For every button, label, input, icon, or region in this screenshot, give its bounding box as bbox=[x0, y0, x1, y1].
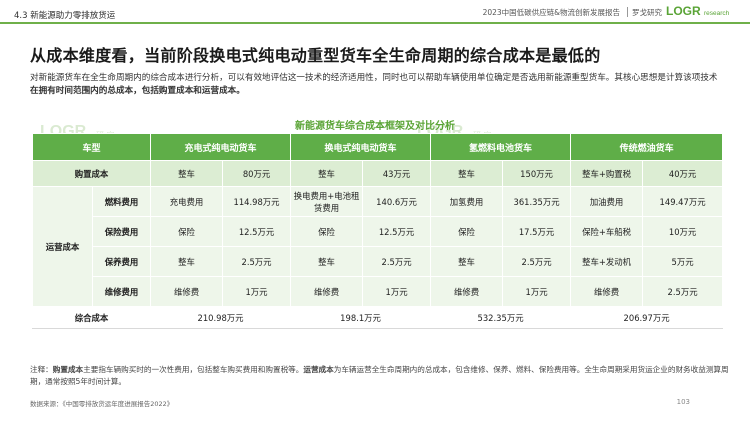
cell-value: 2.5万元 bbox=[502, 246, 572, 277]
note-ops-text: 为车辆运营全生命周期内的总成本，包含维修、保养、燃料、保险费用等。全生命周期采用… bbox=[30, 365, 729, 386]
cell-value: 1万元 bbox=[502, 276, 572, 307]
intro-paragraph: 对新能源货车在全生命周期内的综合成本进行分析，可以有效地评估这一技术的经济适用性… bbox=[30, 72, 720, 98]
footnote: 注释：购置成本主要指车辆购买时的一次性费用，包括整车购买费用和购置税等。运营成本… bbox=[30, 364, 730, 388]
cell-item: 维修费 bbox=[430, 276, 504, 307]
cell-value: 114.98万元 bbox=[222, 186, 292, 217]
table-row-repair: 维修费用 维修费 1万元 维修费 1万元 维修费 1万元 维修费 2.5万元 bbox=[33, 276, 724, 307]
cell-total: 206.97万元 bbox=[570, 306, 724, 329]
note-purchase-text: 主要指车辆购买时的一次性费用，包括整车购买费用和购置税等。 bbox=[83, 365, 304, 374]
cell-item: 整车 bbox=[290, 246, 364, 277]
cell-item: 加油费用 bbox=[570, 186, 644, 217]
cell-item: 整车 bbox=[430, 246, 504, 277]
page-headline: 从成本维度看，当前阶段换电式纯电动重型货车全生命周期的综合成本是最低的 bbox=[30, 46, 601, 65]
cell-value: 12.5万元 bbox=[222, 216, 292, 247]
table-row-purchase: 购置成本 整车 80万元 整车 43万元 整车 150万元 整车+购置税 40万… bbox=[31, 160, 724, 187]
cell-value: 1万元 bbox=[362, 276, 432, 307]
cell-item: 充电费用 bbox=[150, 186, 224, 217]
cell-value: 361.35万元 bbox=[502, 186, 572, 217]
note-purchase-term: 购置成本 bbox=[52, 365, 84, 374]
cell-value: 5万元 bbox=[642, 246, 724, 277]
report-title: 2023中国低碳供应链&物流创新发展报告 bbox=[482, 8, 620, 17]
cell-item: 整车 bbox=[430, 160, 504, 187]
cell-item: 换电费用+电池租赁费用 bbox=[290, 186, 364, 217]
cell-item: 维修费 bbox=[150, 276, 224, 307]
page-number: 103 bbox=[676, 398, 690, 406]
cell-value: 149.47万元 bbox=[642, 186, 724, 217]
cell-item: 维修费 bbox=[290, 276, 364, 307]
cell-item: 维修费 bbox=[570, 276, 644, 307]
cell-value: 43万元 bbox=[362, 160, 432, 187]
cell-value: 1万元 bbox=[222, 276, 292, 307]
cell-item: 保险 bbox=[290, 216, 364, 247]
cost-comparison-table: 车型 充电式纯电动货车 换电式纯电动货车 氢燃料电池货车 传统燃油货车 购置成本… bbox=[31, 133, 724, 329]
cell-value: 80万元 bbox=[222, 160, 292, 187]
row-sublabel: 保养费用 bbox=[91, 246, 152, 277]
row-sublabel: 燃料费用 bbox=[91, 186, 152, 217]
cell-item: 保险 bbox=[430, 216, 504, 247]
table-row-total: 综合成本 210.98万元 198.1万元 532.35万元 206.97万元 bbox=[31, 306, 724, 329]
logo-text: LOGR bbox=[666, 4, 701, 18]
cell-item: 整车 bbox=[150, 160, 224, 187]
cell-total: 210.98万元 bbox=[150, 306, 292, 329]
table-row-fuel-cost: 运营成本 燃料费用 充电费用 114.98万元 换电费用+电池租赁费用 140.… bbox=[32, 186, 724, 307]
row-sublabel: 保险费用 bbox=[91, 216, 152, 247]
header-fuel: 传统燃油货车 bbox=[570, 133, 724, 161]
cell-item: 保险 bbox=[150, 216, 224, 247]
cell-value: 2.5万元 bbox=[362, 246, 432, 277]
cell-total: 532.35万元 bbox=[430, 306, 572, 329]
header-charging-ev: 充电式纯电动货车 bbox=[150, 133, 292, 161]
logr-logo: LOGR research bbox=[666, 4, 730, 18]
row-label-purchase: 购置成本 bbox=[31, 160, 152, 187]
header-divider bbox=[627, 7, 628, 17]
cell-value: 2.5万元 bbox=[222, 246, 292, 277]
intro-bold-text: 在拥有时间范围内的总成本，包括购置成本和运营成本。 bbox=[30, 86, 245, 96]
header-hydrogen: 氢燃料电池货车 bbox=[430, 133, 572, 161]
cell-item: 整车 bbox=[290, 160, 364, 187]
row-sublabel: 维修费用 bbox=[91, 276, 152, 307]
cell-item: 保险+车船税 bbox=[570, 216, 644, 247]
table-header-row: 车型 充电式纯电动货车 换电式纯电动货车 氢燃料电池货车 传统燃油货车 bbox=[31, 133, 724, 161]
table-row-insurance: 保险费用 保险 12.5万元 保险 12.5万元 保险 17.5万元 保险+车船… bbox=[33, 216, 724, 247]
section-label: 4.3 新能源助力零排放货运 bbox=[14, 11, 116, 21]
data-source: 数据来源：《中国零排放货运年度进展报告2022》 bbox=[30, 400, 174, 408]
cell-item: 整车 bbox=[150, 246, 224, 277]
header-vehicle-type: 车型 bbox=[31, 133, 152, 161]
row-label-operating: 运营成本 bbox=[32, 186, 93, 307]
table-title: 新能源货车综合成本框架及对比分析 bbox=[295, 121, 455, 132]
table-row-maintenance: 保养费用 整车 2.5万元 整车 2.5万元 整车 2.5万元 整车+发动机 5… bbox=[33, 246, 724, 277]
cell-value: 17.5万元 bbox=[502, 216, 572, 247]
cell-value: 150万元 bbox=[502, 160, 572, 187]
cell-value: 40万元 bbox=[642, 160, 724, 187]
cell-item: 整车+发动机 bbox=[570, 246, 644, 277]
cell-value: 10万元 bbox=[642, 216, 724, 247]
org-name: 罗戈研究 bbox=[632, 8, 662, 17]
row-label-total: 综合成本 bbox=[31, 306, 152, 329]
cell-value: 12.5万元 bbox=[362, 216, 432, 247]
cell-value: 140.6万元 bbox=[362, 186, 432, 217]
note-prefix: 注释： bbox=[30, 365, 53, 374]
cell-total: 198.1万元 bbox=[290, 306, 432, 329]
header-rule bbox=[0, 22, 750, 24]
header-swapping-ev: 换电式纯电动货车 bbox=[290, 133, 432, 161]
note-ops-term: 运营成本 bbox=[303, 365, 334, 374]
cell-item: 加氢费用 bbox=[430, 186, 504, 217]
intro-text: 对新能源货车在全生命周期内的综合成本进行分析，可以有效地评估这一技术的经济适用性… bbox=[30, 73, 718, 83]
logo-subtext: research bbox=[704, 10, 730, 17]
top-bar: 4.3 新能源助力零排放货运 2023中国低碳供应链&物流创新发展报告 罗戈研究… bbox=[0, 0, 750, 22]
cell-value: 2.5万元 bbox=[642, 276, 724, 307]
cell-item: 整车+购置税 bbox=[570, 160, 644, 187]
